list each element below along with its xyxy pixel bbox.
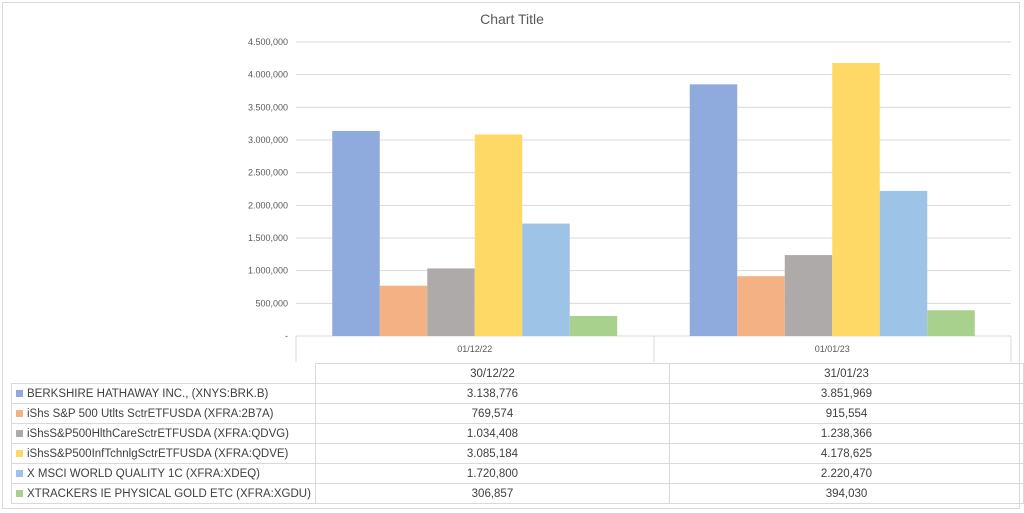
series-name: BERKSHIRE HATHAWAY INC., (XNYS:BRK.B): [27, 387, 269, 400]
data-table: 30/12/22 31/01/23 BERKSHIRE HATHAWAY INC…: [11, 363, 1024, 504]
table-header-cell: 30/12/22: [314, 363, 670, 384]
bar: [879, 190, 928, 336]
x-category-label: 01/01/23: [815, 344, 850, 354]
value-cell: 1.034,408: [314, 423, 670, 444]
y-tick-label: 1.000,000: [248, 266, 288, 276]
value-cell: 1.238,366: [668, 423, 1024, 444]
value-cell: 3.085,184: [314, 443, 670, 464]
bar: [832, 62, 880, 337]
table-corner-cell: [11, 363, 316, 384]
y-tick-label: -: [285, 331, 288, 341]
bar: [379, 285, 428, 336]
x-category-label: 01/12/22: [457, 344, 492, 354]
y-tick-label: 3.000,000: [248, 135, 288, 145]
legend-swatch: [16, 449, 23, 457]
series-name-cell: iShsS&P500HlthCareSctrETFUSDA (XFRA:QDVG…: [11, 423, 316, 444]
bar: [689, 84, 738, 336]
table-row: iShs S&P 500 Utlts SctrETFUSDA (XFRA:2B7…: [11, 403, 1024, 424]
y-tick-label: 4.500,000: [248, 37, 288, 47]
bar: [927, 310, 975, 336]
bar: [569, 315, 618, 336]
table-row: iShsS&P500HlthCareSctrETFUSDA (XFRA:QDVG…: [11, 423, 1024, 444]
table-row: BERKSHIRE HATHAWAY INC., (XNYS:BRK.B) 3.1…: [11, 383, 1024, 404]
table-row: XTRACKERS IE PHYSICAL GOLD ETC (XFRA:XGD…: [11, 483, 1024, 504]
series-name-cell: BERKSHIRE HATHAWAY INC., (XNYS:BRK.B): [11, 383, 316, 404]
bar: [784, 255, 833, 336]
chart-plot: Chart Title - 500,000 1.000,000 1.500,000 2.…: [248, 11, 1012, 362]
series-name-cell: XTRACKERS IE PHYSICAL GOLD ETC (XFRA:XGD…: [11, 483, 316, 504]
value-cell: 769,574: [314, 403, 670, 424]
series-name: X MSCI WORLD QUALITY 1C (XFRA:XDEQ): [27, 467, 261, 480]
y-tick-label: 3.500,000: [248, 102, 288, 112]
value-cell: 3.851,969: [668, 383, 1024, 404]
value-cell: 3.138,776: [314, 383, 670, 404]
series-name: iShs S&P 500 Utlts SctrETFUSDA (XFRA:2B7…: [27, 407, 274, 420]
legend-swatch: [16, 429, 23, 437]
series-name-cell: iShsS&P500InfTchnlgSctrETFUSDA (XFRA:QDV…: [11, 443, 316, 464]
legend-swatch: [16, 489, 23, 497]
value-cell: 4.178,625: [668, 443, 1024, 464]
series-name: XTRACKERS IE PHYSICAL GOLD ETC (XFRA:XGD…: [27, 487, 311, 500]
table-row: iShsS&P500InfTchnlgSctrETFUSDA (XFRA:QDV…: [11, 443, 1024, 464]
bar: [427, 268, 475, 336]
series-name-cell: iShs S&P 500 Utlts SctrETFUSDA (XFRA:2B7…: [11, 403, 316, 424]
y-tick-label: 2.000,000: [248, 200, 288, 210]
value-cell: 306,857: [314, 483, 670, 504]
bar: [332, 130, 380, 336]
value-cell: 2.220,470: [668, 463, 1024, 484]
y-tick-label: 4.000,000: [248, 70, 288, 80]
table-header-cell: 31/01/23: [668, 363, 1024, 384]
legend-swatch: [16, 389, 23, 397]
value-cell: 1.720,800: [314, 463, 670, 484]
series-name: iShsS&P500InfTchnlgSctrETFUSDA (XFRA:QDV…: [27, 447, 289, 460]
table-row: X MSCI WORLD QUALITY 1C (XFRA:XDEQ) 1.720…: [11, 463, 1024, 484]
value-cell: 394,030: [668, 483, 1024, 504]
bar: [474, 134, 523, 336]
legend-swatch: [16, 409, 23, 417]
series-name: iShsS&P500HlthCareSctrETFUSDA (XFRA:QDVG…: [27, 427, 290, 440]
bar: [737, 276, 785, 336]
series-name-cell: X MSCI WORLD QUALITY 1C (XFRA:XDEQ): [11, 463, 316, 484]
bar: [522, 223, 570, 336]
y-tick-label: 1.500,000: [248, 233, 288, 243]
value-cell: 915,554: [668, 403, 1024, 424]
legend-swatch: [16, 469, 23, 477]
table-header-row: 30/12/22 31/01/23: [11, 363, 1024, 384]
y-tick-label: 2.500,000: [248, 168, 288, 178]
chart-title: Chart Title: [480, 11, 544, 27]
y-tick-label: 500,000: [255, 298, 288, 308]
